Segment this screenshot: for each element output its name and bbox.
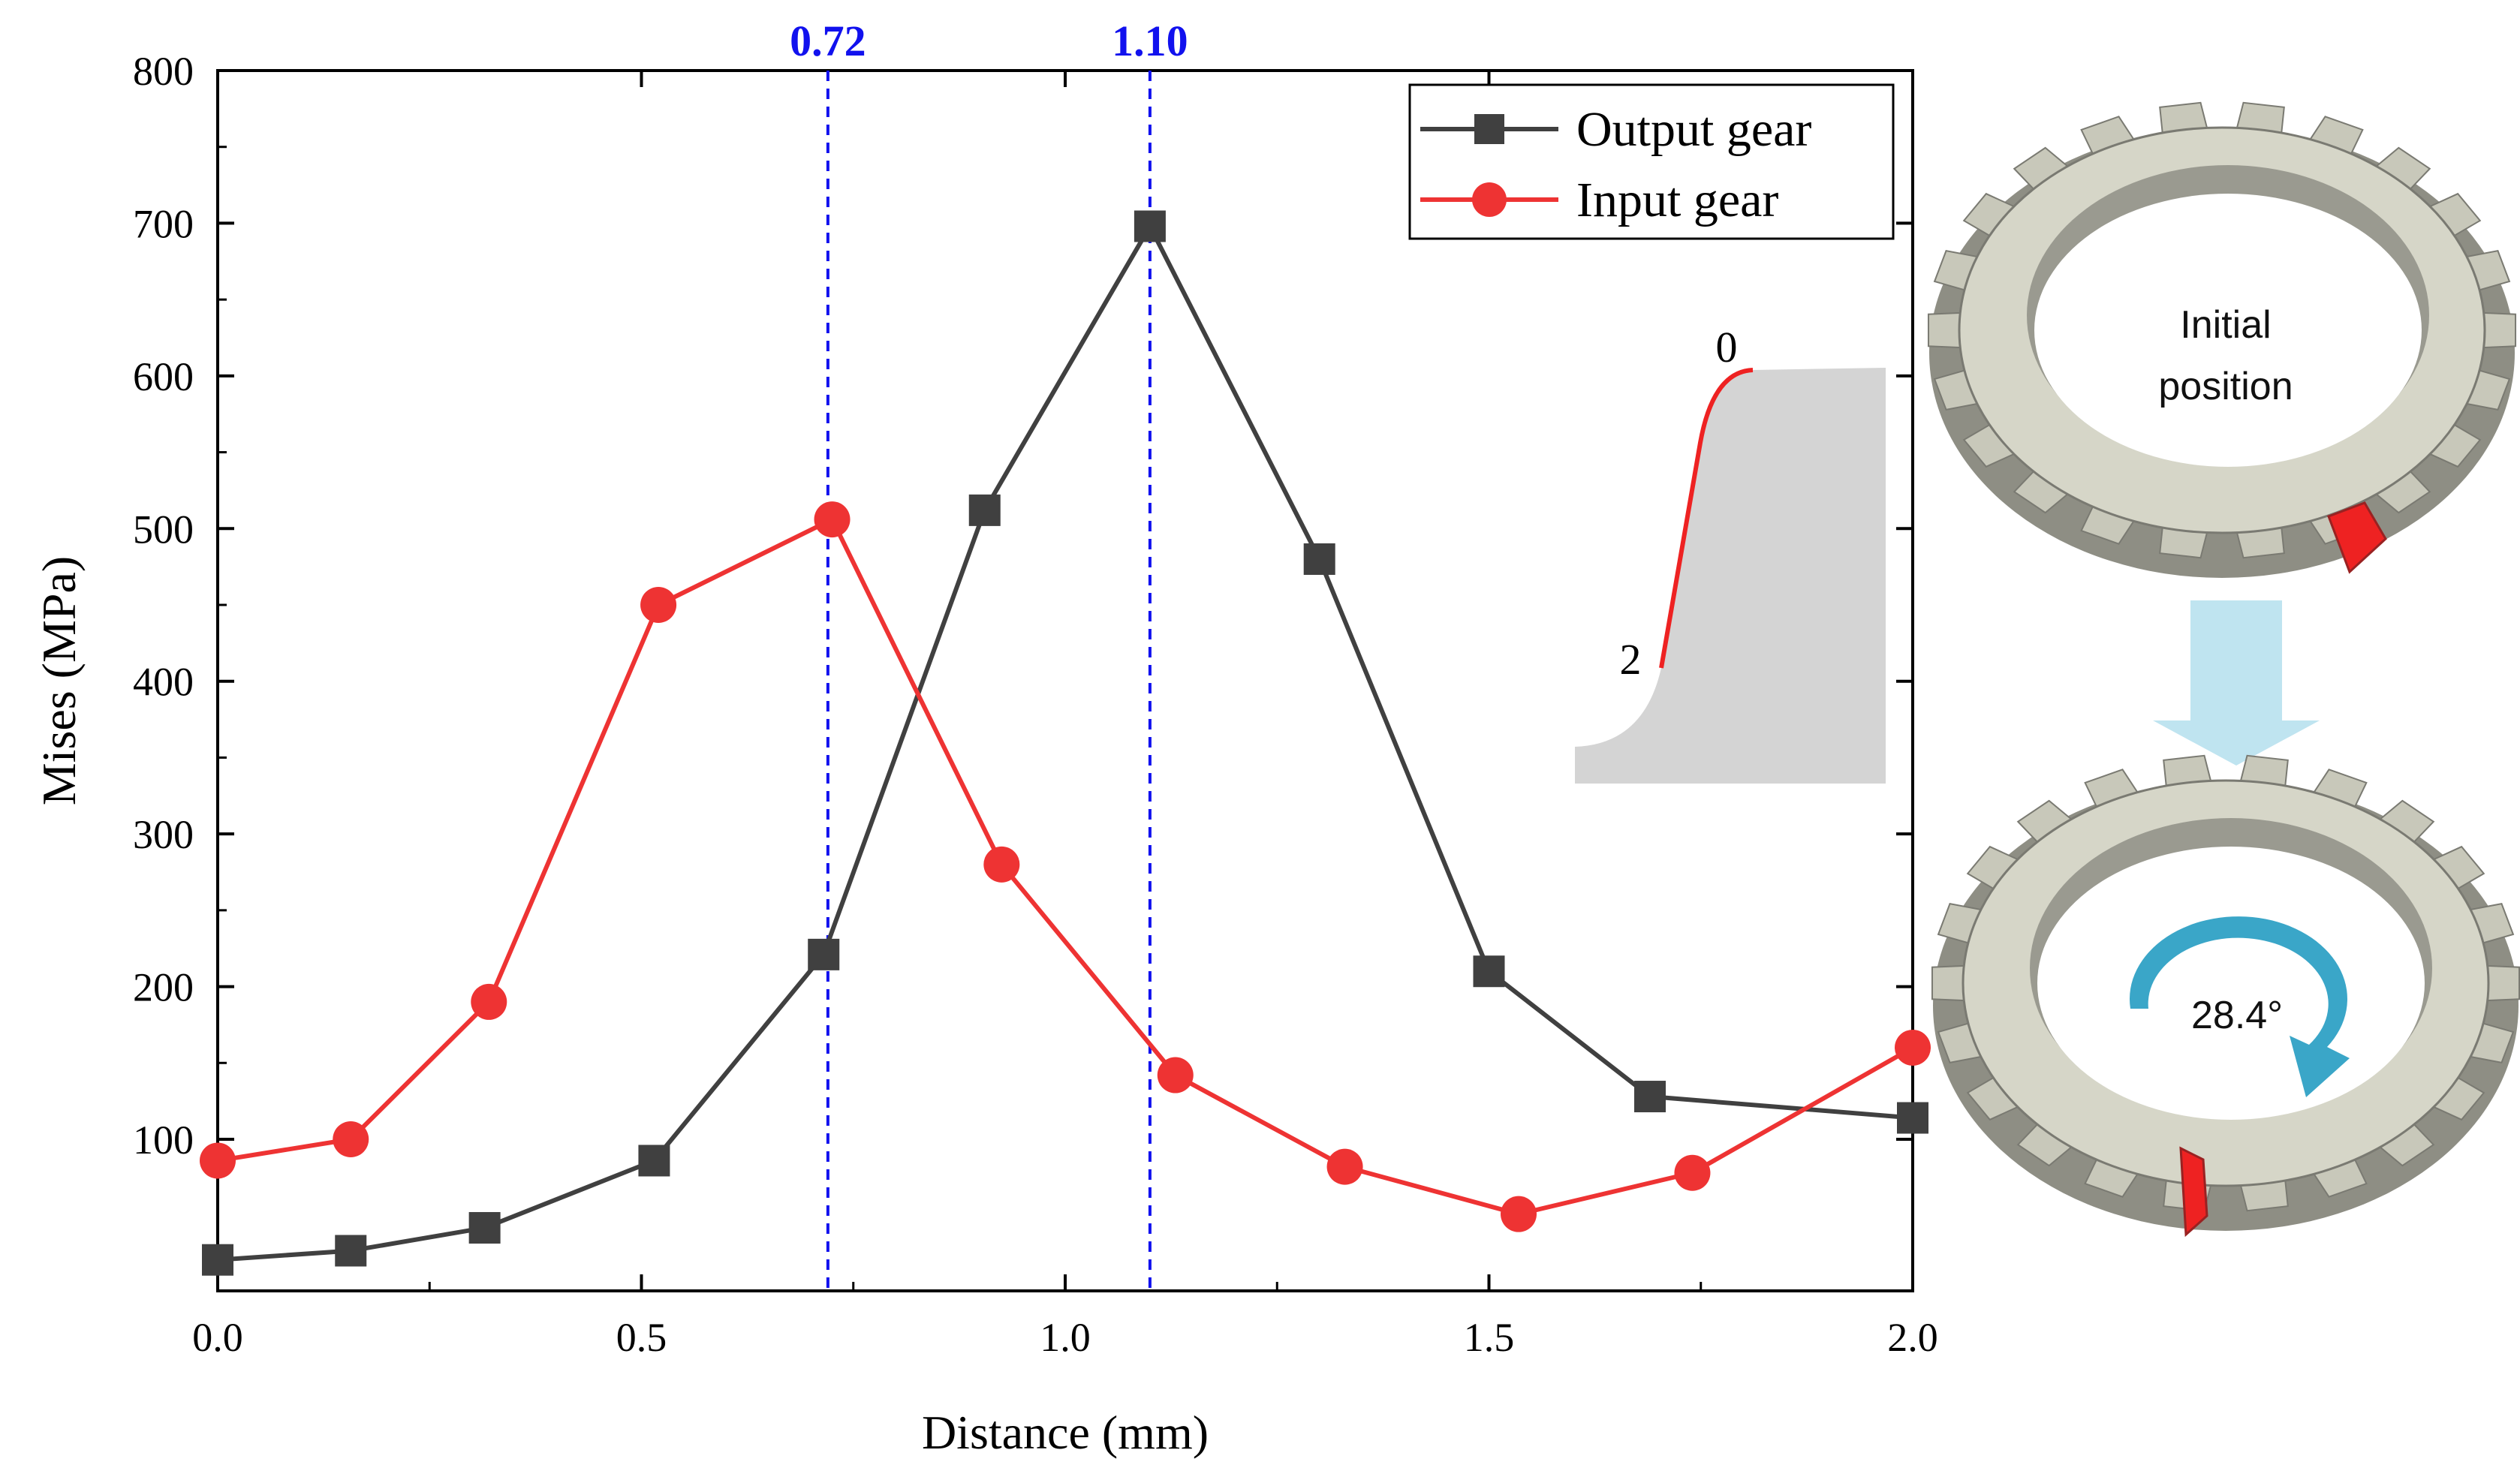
markers-layer — [200, 210, 1931, 1276]
data-point-output-gear — [468, 1211, 501, 1244]
tooth-profile-highlight — [1659, 368, 1754, 669]
data-point-output-gear — [808, 938, 840, 970]
x-axis-ticks: 0.0 0.5 1.0 1.5 2.0 — [192, 71, 1938, 1360]
data-point-output-gear — [202, 1244, 233, 1276]
data-point-input-gear — [1895, 1029, 1931, 1066]
transition-arrow — [2153, 600, 2320, 766]
gear-rotated-bore — [2037, 847, 2425, 1120]
data-point-output-gear — [1634, 1081, 1666, 1113]
x-tick-label: 1.0 — [1040, 1315, 1091, 1360]
data-point-input-gear — [1674, 1154, 1711, 1191]
gear-initial-bore — [2034, 194, 2422, 467]
chart-plot: 0.0 0.5 1.0 1.5 2.0 100 200 300 400 500 600 700 800… — [32, 17, 1938, 1459]
initial-label-line2: position — [2158, 365, 2293, 408]
data-point-output-gear — [638, 1145, 670, 1177]
data-point-output-gear — [1897, 1102, 1928, 1134]
data-point-output-gear — [1303, 543, 1335, 575]
data-point-input-gear — [333, 1121, 369, 1157]
data-point-input-gear — [640, 587, 677, 623]
data-point-input-gear — [1501, 1196, 1537, 1232]
x-tick-label: 0.5 — [616, 1315, 667, 1360]
data-point-output-gear — [968, 494, 1001, 526]
y-tick-label: 400 — [133, 660, 194, 705]
gear-rotated-marker — [2179, 1146, 2208, 1238]
gear-panel: Initial position 28.4° — [1927, 101, 2520, 1238]
inset-label-2: 2 — [1620, 635, 1642, 684]
rotation-label: 28.4° — [2191, 994, 2283, 1037]
x-tick-label: 2.0 — [1887, 1315, 1938, 1360]
data-point-input-gear — [1326, 1148, 1363, 1185]
x-tick-label: 1.5 — [1464, 1315, 1515, 1360]
gear-initial-teeth — [1927, 101, 2517, 559]
initial-label-line1: Initial — [2180, 303, 2271, 347]
data-point-input-gear — [471, 983, 507, 1020]
y-tick-label: 800 — [133, 49, 194, 94]
inset-label-0: 0 — [1716, 323, 1738, 372]
y-axis-title: Mises (MPa) — [32, 556, 86, 805]
gear-initial: Initial position — [1927, 101, 2517, 578]
data-point-input-gear — [200, 1142, 236, 1179]
legend-label-output: Output gear — [1576, 102, 1811, 157]
down-arrow-icon — [2153, 600, 2320, 766]
y-tick-label: 700 — [133, 201, 194, 246]
data-point-output-gear — [335, 1235, 367, 1267]
legend-marker-input — [1472, 182, 1507, 217]
legend-marker-output — [1474, 114, 1504, 144]
legend: Output gear Input gear — [1408, 83, 1895, 240]
y-tick-label: 600 — [133, 354, 194, 399]
y-tick-label: 100 — [133, 1118, 194, 1163]
data-point-output-gear — [1134, 210, 1166, 242]
data-point-input-gear — [983, 846, 1020, 883]
reference-lines: 0.72 1.10 — [790, 17, 1188, 1291]
tooth-profile-inset: 0 2 — [1575, 323, 1886, 784]
data-point-output-gear — [1473, 955, 1505, 988]
data-point-input-gear — [814, 501, 851, 538]
y-tick-label: 500 — [133, 507, 194, 552]
tooth-profile-shape — [1575, 368, 1886, 784]
rotation-arrow-icon — [2129, 916, 2350, 1097]
y-tick-label: 200 — [133, 965, 194, 1010]
data-point-input-gear — [1157, 1057, 1194, 1093]
gear-initial-marker — [2327, 501, 2387, 574]
legend-label-input: Input gear — [1576, 173, 1778, 227]
y-tick-label: 300 — [133, 812, 194, 857]
reference-line-label: 1.10 — [1112, 17, 1188, 65]
x-tick-label: 0.0 — [192, 1315, 243, 1360]
reference-line-label: 0.72 — [790, 17, 866, 65]
y-axis-ticks: 100 200 300 400 500 600 700 800 — [133, 49, 1913, 1163]
gear-rotated: 28.4° — [1931, 754, 2520, 1238]
x-axis-title: Distance (mm) — [922, 1406, 1209, 1459]
